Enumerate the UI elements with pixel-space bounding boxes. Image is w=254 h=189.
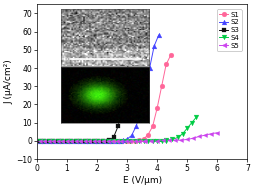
Y-axis label: J (μA/cm²): J (μA/cm²) bbox=[4, 59, 13, 104]
Legend: S1, S2, S3, S4, S5: S1, S2, S3, S4, S5 bbox=[217, 9, 242, 51]
X-axis label: E (V/μm): E (V/μm) bbox=[122, 176, 162, 185]
